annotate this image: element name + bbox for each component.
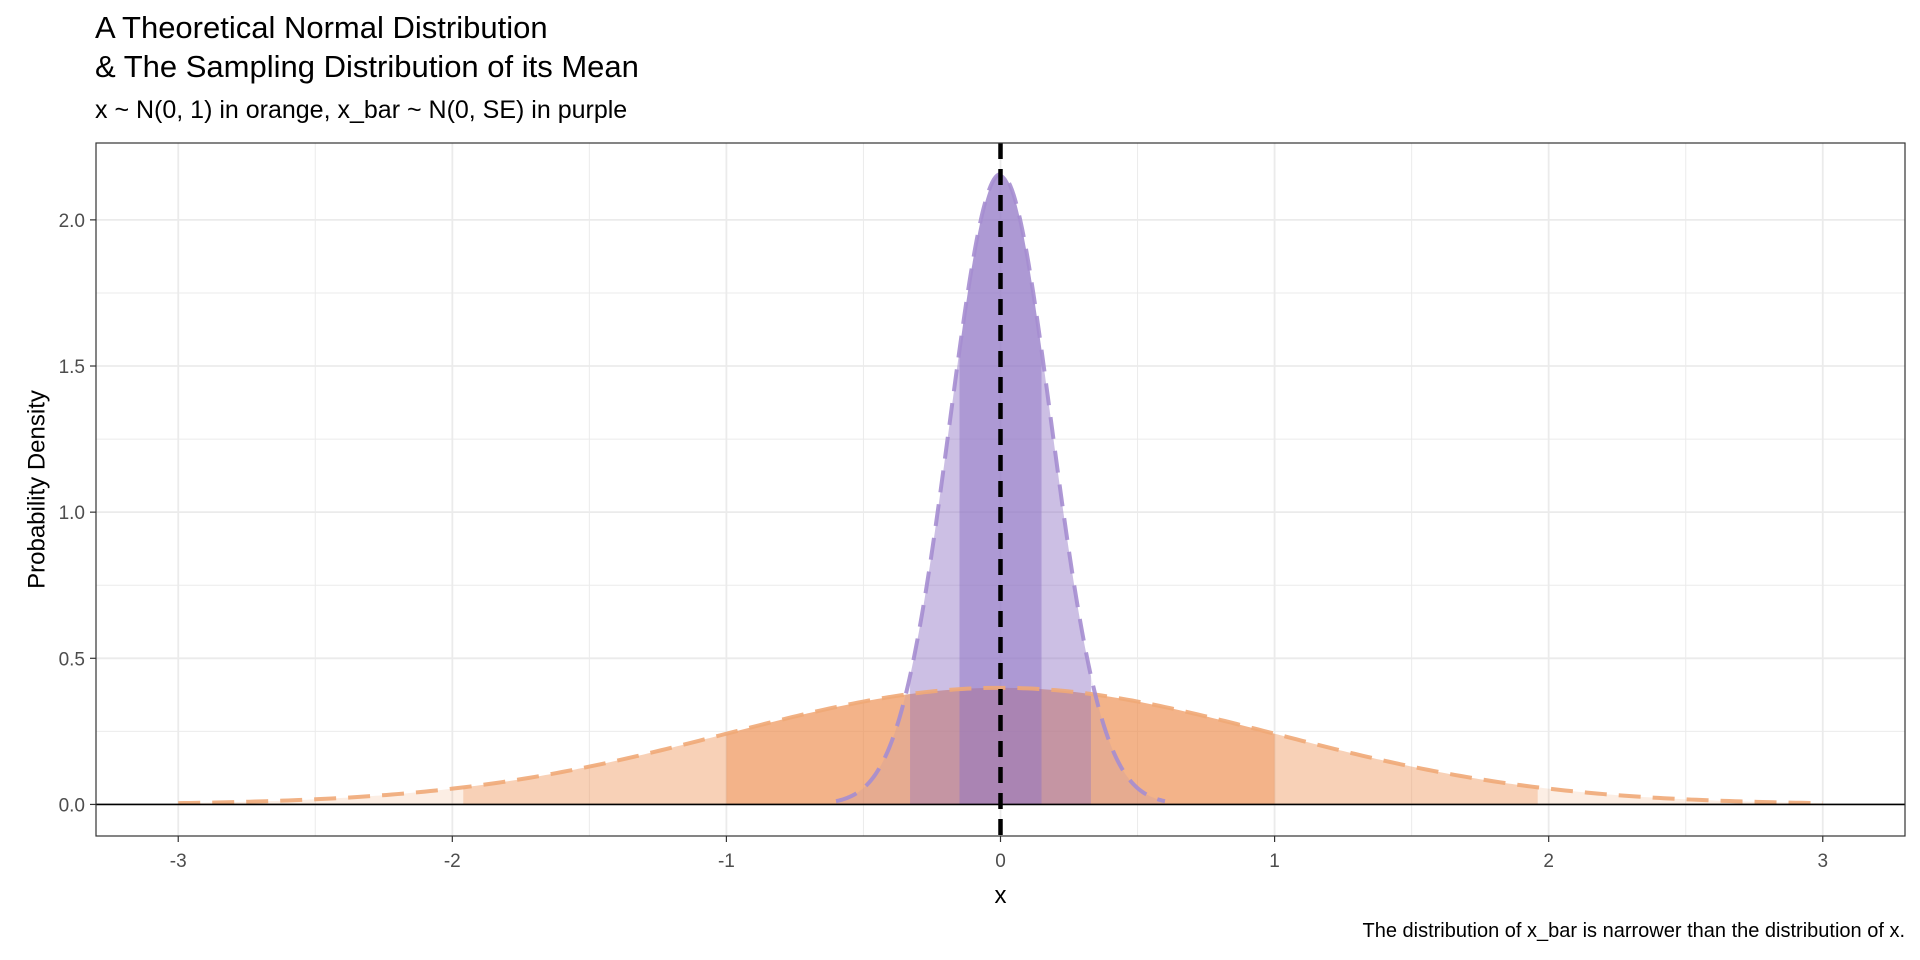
purple-density-band xyxy=(1090,676,1165,805)
x-tick-label: 0 xyxy=(995,851,1006,872)
orange-density-band xyxy=(178,787,464,805)
y-axis-label: Probability Density xyxy=(23,390,50,589)
tick-layer: -3 -2 -1 0 1 2 3 0.0 0.5 1.0 1.5 2.0 xyxy=(59,211,1828,872)
x-tick-label: -1 xyxy=(718,851,735,872)
y-tick-label: 2.0 xyxy=(59,211,85,232)
x-tick-label: -3 xyxy=(170,851,187,872)
purple-density-band xyxy=(836,676,911,805)
x-axis-label: x xyxy=(995,882,1007,909)
orange-density-band xyxy=(1274,733,1538,805)
y-tick-label: 0.5 xyxy=(59,649,85,670)
chart-caption: The distribution of x_bar is narrower th… xyxy=(1362,920,1906,942)
x-tick-label: 3 xyxy=(1817,851,1828,872)
chart-title-line-2: & The Sampling Distribution of its Mean xyxy=(95,49,639,84)
y-tick-label: 1.5 xyxy=(59,357,85,378)
x-tick-label: 2 xyxy=(1543,851,1554,872)
y-tick-label: 0.0 xyxy=(59,795,85,816)
panel-border xyxy=(95,142,1906,837)
chart-title-line-1: A Theoretical Normal Distribution xyxy=(95,10,548,45)
chart-subtitle: x ~ N(0, 1) in orange, x_bar ~ N(0, SE) … xyxy=(95,96,628,124)
y-tick-label: 1.0 xyxy=(59,503,85,524)
orange-density-band xyxy=(1537,787,1823,805)
x-tick-label: 1 xyxy=(1269,851,1280,872)
x-tick-label: -2 xyxy=(444,851,461,872)
orange-density-curve xyxy=(178,685,1823,806)
line-layer xyxy=(96,143,1905,836)
